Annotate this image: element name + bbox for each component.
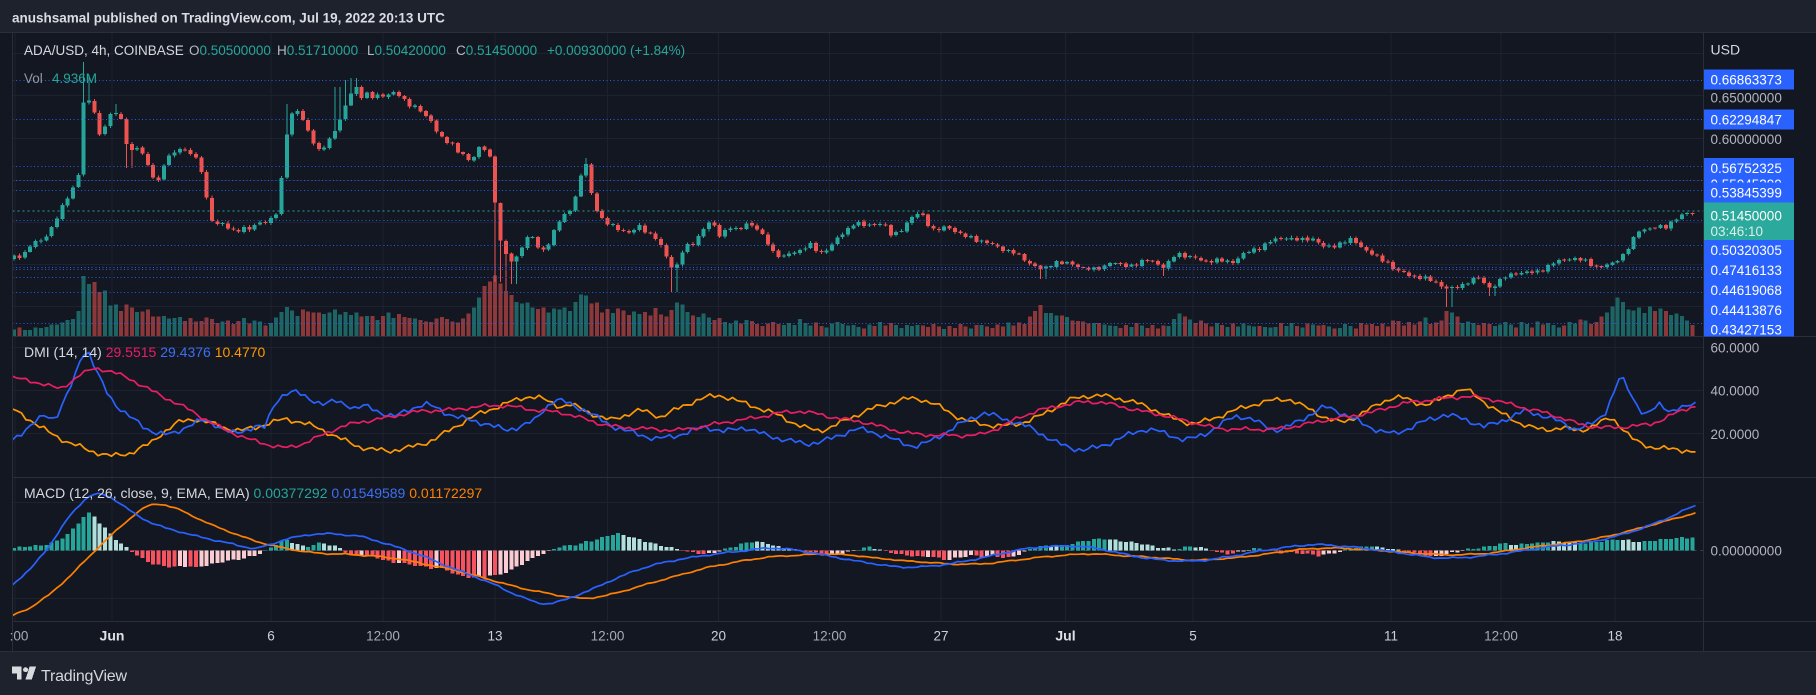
svg-text:0.44619068: 0.44619068 [1711, 283, 1782, 298]
svg-text:20: 20 [711, 629, 726, 644]
svg-text:TradingView: TradingView [41, 668, 127, 685]
svg-text:0.62294847: 0.62294847 [1711, 113, 1782, 128]
svg-text:0.47416133: 0.47416133 [1711, 263, 1782, 278]
svg-text:12:00: 12:00 [591, 629, 625, 644]
svg-text:Jul: Jul [1055, 628, 1075, 644]
svg-text:0.44413876: 0.44413876 [1711, 303, 1782, 318]
svg-text:12:00: 12:00 [813, 629, 847, 644]
svg-text:60.0000: 60.0000 [1711, 341, 1760, 356]
svg-text:0.00000000: 0.00000000 [1711, 544, 1782, 559]
svg-text:4.936M: 4.936M [52, 71, 97, 86]
svg-text:USD: USD [1711, 42, 1741, 58]
svg-text:6: 6 [267, 629, 275, 644]
svg-text:L0.50420000: L0.50420000 [367, 43, 446, 58]
svg-text:Vol: Vol [24, 71, 43, 86]
svg-text:0.55045399: 0.55045399 [1711, 177, 1782, 192]
svg-text:40.0000: 40.0000 [1711, 384, 1760, 399]
svg-text:Jun: Jun [100, 628, 125, 644]
svg-text:0.53845399: 0.53845399 [1711, 186, 1782, 201]
svg-text:O0.50500000: O0.50500000 [189, 43, 271, 58]
svg-text:0.60000000: 0.60000000 [1711, 132, 1782, 147]
svg-text:5: 5 [1189, 629, 1197, 644]
svg-text:11: 11 [1384, 629, 1398, 644]
svg-text:+0.00930000 (+1.84%): +0.00930000 (+1.84%) [547, 43, 685, 58]
svg-text:0.50320305: 0.50320305 [1711, 243, 1782, 258]
svg-text:0.65000000: 0.65000000 [1711, 91, 1782, 106]
svg-text:20.0000: 20.0000 [1711, 427, 1760, 442]
svg-text:H0.51710000: H0.51710000 [277, 43, 358, 58]
svg-text:12:00: 12:00 [366, 629, 400, 644]
svg-text:DMI (14, 14) 29.5515 29.4376 1: DMI (14, 14) 29.5515 29.4376 10.4770 [24, 344, 266, 360]
svg-text:0.56752325: 0.56752325 [1711, 161, 1782, 176]
svg-text::00: :00 [10, 629, 29, 644]
svg-text:0.43427153: 0.43427153 [1711, 323, 1782, 338]
svg-text:0.66863373: 0.66863373 [1711, 73, 1782, 88]
svg-text:anushsamal published on Tradin: anushsamal published on TradingView.com,… [12, 11, 445, 26]
svg-text:03:46:10: 03:46:10 [1711, 224, 1764, 239]
svg-text:0.51450000: 0.51450000 [1711, 209, 1782, 224]
svg-text:13: 13 [487, 629, 502, 644]
svg-text:18: 18 [1607, 629, 1622, 644]
svg-text:C0.51450000: C0.51450000 [456, 43, 537, 58]
svg-text:MACD (12, 26, close, 9, EMA, E: MACD (12, 26, close, 9, EMA, EMA) 0.0037… [24, 485, 482, 501]
svg-text:12:00: 12:00 [1484, 629, 1518, 644]
svg-text:ADA/USD, 4h, COINBASE: ADA/USD, 4h, COINBASE [24, 43, 184, 58]
svg-text:27: 27 [933, 629, 948, 644]
